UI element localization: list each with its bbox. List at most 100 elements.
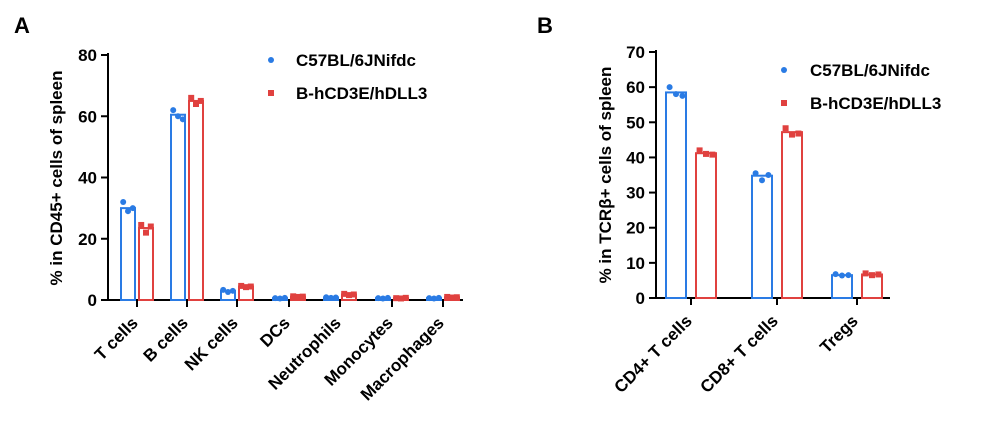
panel-label: B [537,13,553,38]
data-point [431,295,437,302]
data-point [129,205,136,212]
x-tick-label: Tregs [816,311,862,357]
data-point [449,294,455,301]
data-point [426,295,433,302]
bar [695,152,717,299]
legend-marker [781,67,787,73]
data-point [679,92,686,99]
data-point [453,294,460,301]
legend-marker [781,100,787,106]
data-point [247,283,254,290]
data-point [138,221,145,228]
data-point [175,113,181,120]
legend-label: B-hCD3E/hDLL3 [810,94,941,113]
data-point [197,97,204,104]
x-tick-label: CD4+ T cells [611,311,696,396]
legend-label: C57BL/6JNifdc [296,51,416,70]
data-point [703,150,709,157]
data-point [143,229,149,236]
bar [170,113,186,301]
data-point [402,294,409,301]
data-point [845,272,852,279]
data-point [120,199,127,205]
data-point [188,94,195,101]
y-tick-label: 0 [88,291,97,310]
legend-marker [268,90,274,96]
bar [120,207,136,301]
y-tick-label: 40 [78,169,97,188]
data-point [350,291,357,298]
data-point [839,272,845,279]
data-point [346,292,352,299]
data-point [299,293,306,300]
y-tick-label: 10 [626,254,645,273]
y-tick-label: 0 [636,289,645,308]
legend-label: C57BL/6JNifdc [810,61,930,80]
x-tick-label: T cells [91,313,142,364]
data-point [193,101,199,107]
data-point [243,284,249,291]
x-tick-label: DCs [256,313,293,350]
data-point [696,147,703,154]
y-tick-label: 80 [78,46,97,65]
data-point [782,125,789,132]
data-point [277,295,283,302]
bar [138,227,154,301]
data-point [832,271,839,278]
data-point [295,293,301,300]
data-point [147,223,154,230]
y-tick-label: 50 [626,113,645,132]
bar [665,91,687,299]
bar [781,131,803,299]
data-point [862,270,869,277]
bar [831,274,853,299]
x-tick-label: NK cells [181,313,242,374]
data-point [789,131,795,138]
data-point [332,294,339,301]
y-tick-label: 20 [78,230,97,249]
y-tick-label: 20 [626,219,645,238]
data-point [673,91,679,98]
x-tick-label: CD8+ T cells [697,311,782,396]
data-point [170,107,177,114]
data-point [875,271,882,278]
y-tick-label: 70 [626,43,645,62]
data-point [281,294,288,301]
data-point [759,177,765,184]
data-point [752,170,759,177]
legend-label: B-hCD3E/hDLL3 [296,84,427,103]
chart-panel-b: B % in TCRβ+ cells of spleen 0 10 20 30 40 50 60… [537,13,941,397]
data-point [384,294,391,301]
data-point [229,287,236,294]
data-point [795,130,802,137]
y-axis-label: % in TCRβ+ cells of spleen [596,67,615,284]
data-point [272,295,279,302]
data-point [125,208,131,215]
data-point [869,272,875,279]
y-tick-label: 30 [626,184,645,203]
data-point [238,282,245,289]
data-point [666,84,673,91]
y-tick-label: 40 [626,148,645,167]
data-point [375,295,382,302]
data-point [220,286,227,293]
data-point [435,294,442,301]
bar [188,99,204,301]
data-point [290,293,297,300]
data-point [444,293,451,300]
data-point [380,295,386,302]
panel-label: A [14,13,30,38]
data-point [765,172,772,178]
data-point [328,294,334,301]
data-point [179,116,186,123]
data-point [323,294,330,301]
data-point [225,289,231,296]
legend-marker [268,57,274,63]
data-point [341,290,348,297]
y-axis-label: % in CD45+ cells of spleen [47,71,66,286]
bar [751,174,773,299]
data-point [398,295,404,302]
data-point [709,151,716,158]
y-tick-label: 60 [78,107,97,126]
